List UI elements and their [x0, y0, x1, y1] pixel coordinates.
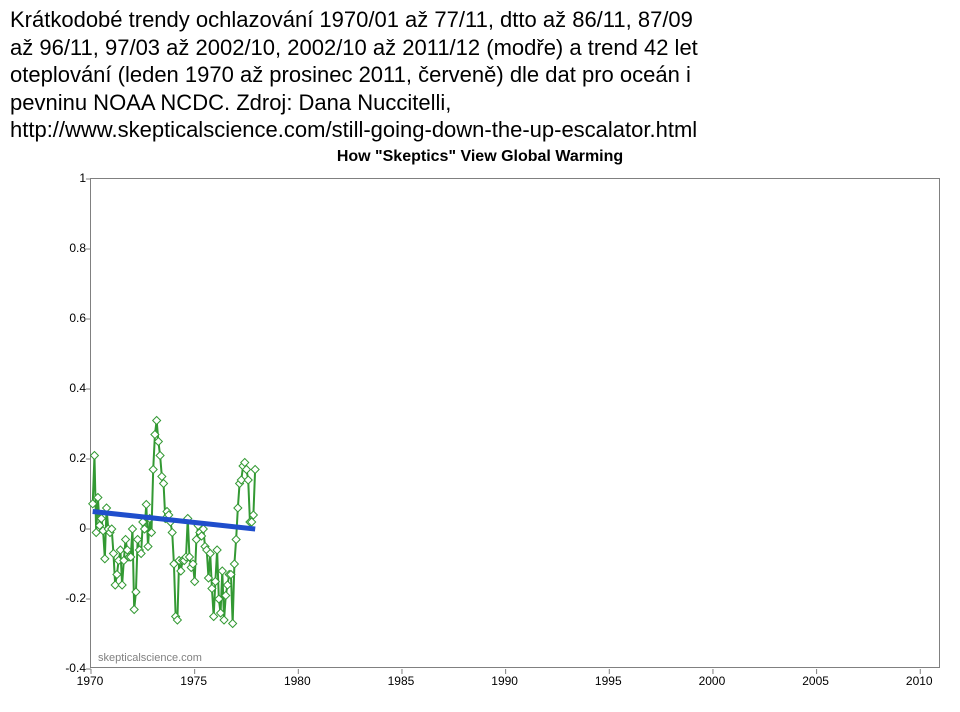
data-point-marker: [230, 560, 238, 568]
plot-svg: [91, 179, 941, 669]
heading-line-1: Krátkodobé trendy ochlazování 1970/01 až…: [10, 7, 693, 32]
data-point-marker: [149, 465, 157, 473]
x-tick-label: 1990: [491, 674, 518, 688]
x-tick-label: 1985: [388, 674, 415, 688]
data-point-marker: [232, 535, 240, 543]
x-tick-label: 2005: [802, 674, 829, 688]
data-point-marker: [244, 476, 252, 484]
data-point-marker: [90, 451, 98, 459]
data-point-marker: [134, 535, 142, 543]
data-point-marker: [251, 465, 259, 473]
heading-line-2: až 96/11, 97/03 až 2002/10, 2002/10 až 2…: [10, 35, 698, 60]
y-tick-label: -0.2: [50, 591, 86, 605]
data-point-marker: [118, 581, 126, 589]
y-tick-label: 1: [50, 171, 86, 185]
chart-container: How "Skeptics" View Global Warming Globa…: [10, 148, 950, 708]
x-tick-label: 1970: [77, 674, 104, 688]
x-tick-label: 1995: [595, 674, 622, 688]
data-point-marker: [153, 416, 161, 424]
data-point-marker: [213, 546, 221, 554]
x-tick-label: 1980: [284, 674, 311, 688]
data-point-marker: [210, 612, 218, 620]
data-point-marker: [142, 500, 150, 508]
chart-title: How "Skeptics" View Global Warming: [10, 148, 950, 166]
y-tick-label: 0.2: [50, 451, 86, 465]
data-point-marker: [130, 605, 138, 613]
x-tick-label: 2000: [699, 674, 726, 688]
data-point-marker: [191, 577, 199, 585]
data-point-marker: [234, 504, 242, 512]
y-tick-label: 0.4: [50, 381, 86, 395]
y-tick-label: 0: [50, 521, 86, 535]
x-tick-label: 2010: [906, 674, 933, 688]
data-point-marker: [158, 472, 166, 480]
plot-area: [90, 178, 940, 668]
x-tick-label: 1975: [180, 674, 207, 688]
data-point-marker: [229, 619, 237, 627]
cooling-trend-line: [93, 511, 256, 529]
heading-line-3: oteplování (leden 1970 až prosinec 2011,…: [10, 62, 691, 87]
data-point-marker: [144, 542, 152, 550]
data-point-marker: [122, 535, 130, 543]
y-tick-label: -0.4: [50, 661, 86, 675]
data-point-marker: [160, 479, 168, 487]
data-point-marker: [101, 554, 109, 562]
page-heading: Krátkodobé trendy ochlazování 1970/01 až…: [0, 0, 960, 144]
y-tick-label: 0.8: [50, 241, 86, 255]
data-point-marker: [109, 549, 117, 557]
chart-attribution: skepticalscience.com: [98, 652, 202, 664]
data-point-marker: [220, 616, 228, 624]
data-point-marker: [168, 528, 176, 536]
data-point-marker: [128, 525, 136, 533]
data-point-marker: [156, 451, 164, 459]
data-point-marker: [92, 528, 100, 536]
data-point-marker: [218, 567, 226, 575]
source-url[interactable]: http://www.skepticalscience.com/still-go…: [10, 117, 697, 142]
heading-line-4-prefix: pevninu NOAA NCDC. Zdroj: Dana Nuccitell…: [10, 90, 451, 115]
y-tick-label: 0.6: [50, 311, 86, 325]
